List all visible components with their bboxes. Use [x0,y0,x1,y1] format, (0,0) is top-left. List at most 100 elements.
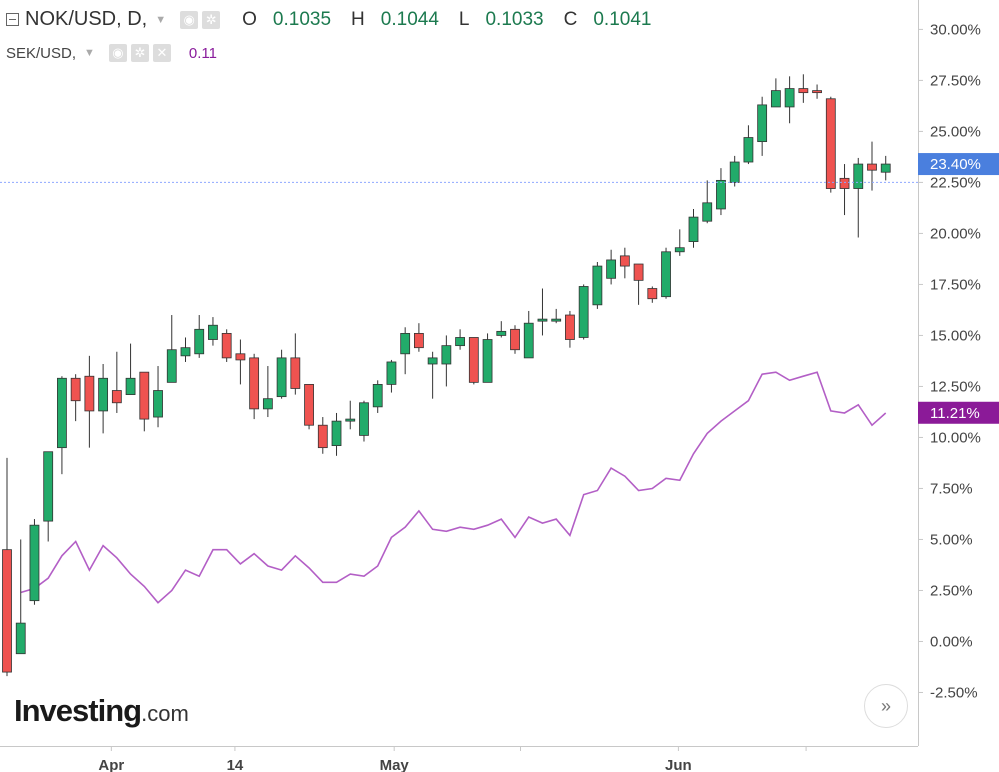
candle-body [688,216,699,242]
chart-legend: NOK/USD, D, ▼ ◉ ✲ O 0.1035 H 0.1044 L 0.103… [0,0,918,70]
scroll-right-button[interactable]: » [864,684,908,728]
candle-body [194,328,205,355]
candle-body [386,361,397,385]
main-last-value-badge-text: 23.40% [930,156,981,173]
candle-body [166,349,177,383]
y-tick-label: 7.50% [930,480,973,497]
candle [510,325,520,354]
high-label: H [351,8,365,30]
candle [757,96,768,156]
y-tick-label: 10.00% [930,429,981,446]
candle-body [400,332,411,355]
candle-body [43,451,54,522]
candle [290,333,301,395]
candle-body [729,161,740,183]
candle-body [468,337,479,383]
candle [784,76,795,124]
eye-icon[interactable]: ◉ [108,44,127,62]
candle [386,359,397,393]
candle [180,337,191,362]
candle-body [510,328,520,351]
x-axis: Apr 14 May Jun [0,746,918,772]
candle [125,343,136,396]
candle [400,327,411,375]
main-last-value-badge: 23.40% [918,153,999,176]
candle-body [70,377,81,402]
candle [111,351,122,413]
candle-body [317,424,328,449]
candle [839,164,850,216]
candle [249,353,260,420]
candle-body [57,377,67,449]
candle [551,308,562,324]
candle [674,229,685,256]
y-tick-label: 12.50% [930,378,981,395]
candle [880,155,891,181]
candle [770,78,781,108]
y-tick-label: 27.50% [930,72,981,89]
chevron-down-icon[interactable]: ▼ [155,13,167,26]
candle [153,366,163,428]
candle-body [290,357,301,389]
candle-body [853,163,864,189]
candle [331,412,342,456]
candle-body [441,345,452,365]
candle-body [331,420,342,447]
chevron-down-icon[interactable]: ▼ [84,47,95,59]
compare-series [20,371,887,604]
y-tick-label: 22.50% [930,174,981,191]
x-tick-label: Jun [665,757,692,772]
candle-body [15,622,26,655]
candle-body [757,104,768,143]
high-value: 0.1044 [380,8,439,30]
candle [15,539,26,655]
candle [702,180,713,224]
candle-body [221,332,232,359]
candle-body [208,324,218,340]
compare-symbol-label[interactable]: SEK/USD, [6,44,77,62]
candle-body [606,259,617,279]
candle-body [798,88,809,94]
eye-icon[interactable]: ◉ [180,10,199,29]
candle-body [249,357,260,410]
collapse-icon[interactable] [6,13,19,26]
candle [57,376,67,475]
candle-body [345,418,356,422]
compare-last-value-badge-bg [918,401,999,424]
candle-body [427,357,438,365]
candle [537,288,548,336]
candle-body [592,265,603,306]
close-icon[interactable]: ✕ [152,44,171,62]
compare-series-legend: SEK/USD, ▼ ◉ ✲ ✕ 0.11 [6,44,217,62]
candle-body [262,398,273,410]
compare-value: 0.11 [188,44,218,62]
candle-body [139,371,150,420]
candle [716,168,726,216]
gear-icon[interactable]: ✲ [130,44,149,62]
candle-body [619,255,630,267]
x-tick-label: Apr [98,757,124,772]
candle [812,84,822,99]
candle [688,208,699,248]
candle [98,364,109,434]
candle [633,263,644,305]
main-symbol-label[interactable]: NOK/USD, D, [25,8,148,30]
x-tick-label: 14 [227,757,244,772]
candle [619,247,630,279]
y-tick-label: 5.00% [930,531,973,548]
main-series-legend: NOK/USD, D, ▼ ◉ ✲ O 0.1035 H 0.1044 L 0.103… [6,8,671,31]
candle-body [537,318,548,322]
low-label: L [458,8,470,30]
ohlc-values: O 0.1035 H 0.1044 L 0.1033 C 0.1041 [242,9,671,31]
candle [359,400,369,442]
candle-body [674,247,685,253]
candle-body [111,390,122,404]
candle-body [839,177,850,189]
candle-body [661,251,671,298]
candle [441,335,452,387]
candle [592,261,603,309]
main-last-value-badge-bg [918,153,999,176]
candle-body [235,353,246,361]
candle [743,125,754,165]
gear-icon[interactable]: ✲ [202,10,221,29]
